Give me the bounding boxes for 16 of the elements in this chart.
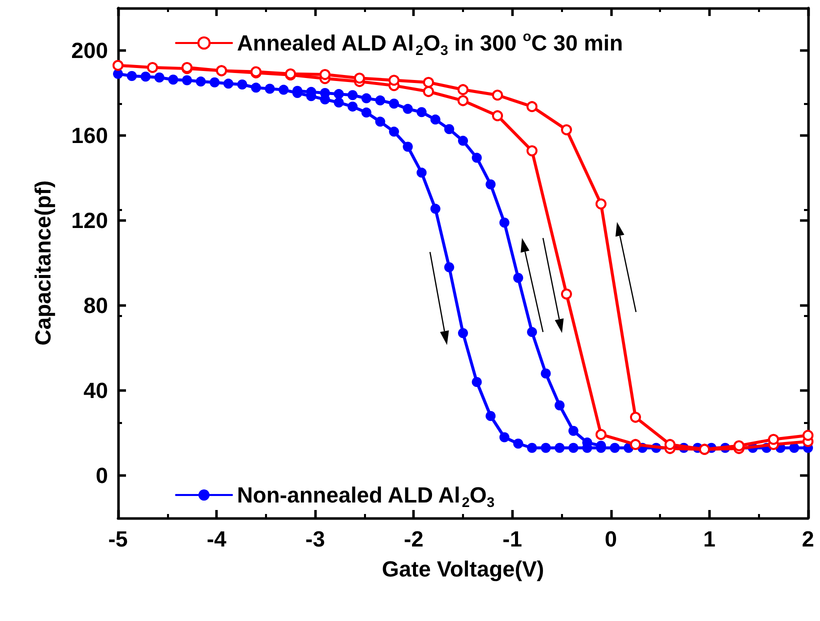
x-tick-label: -1	[502, 526, 522, 552]
x-tick-label: 0	[604, 526, 617, 552]
y-axis-title: Capacitance(pf)	[30, 180, 56, 346]
x-tick-label: -3	[305, 526, 325, 552]
y-tick-label: 160	[71, 123, 108, 148]
y-tick-label: 80	[84, 293, 108, 318]
x-tick-label: -4	[206, 526, 228, 552]
y-tick-label: 0	[96, 463, 108, 488]
x-axis-title: Gate Voltage(V)	[382, 556, 544, 582]
x-tick-label: -2	[404, 526, 424, 552]
y-tick-label: 40	[84, 378, 108, 403]
x-tick-label: 1	[703, 526, 716, 552]
x-tick-label: -5	[108, 526, 128, 552]
y-tick-label: 200	[71, 38, 108, 63]
y-tick-label: 120	[71, 208, 108, 233]
x-tick-label: 2	[802, 526, 814, 552]
